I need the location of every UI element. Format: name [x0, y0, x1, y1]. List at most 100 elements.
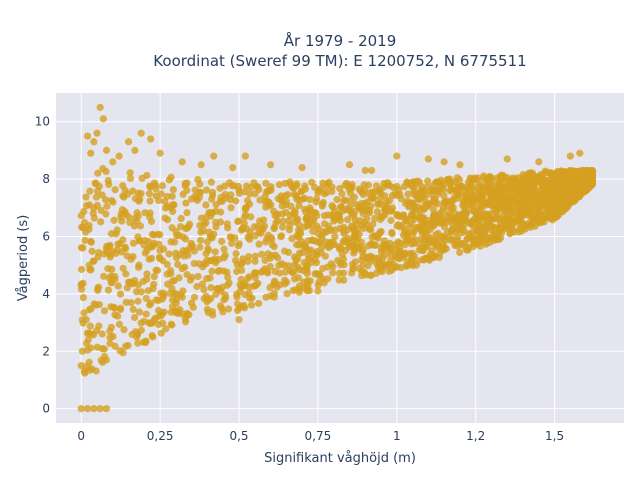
data-point — [575, 188, 583, 196]
data-point — [281, 268, 289, 276]
data-point — [129, 305, 137, 314]
x-tick-label: 1,5 — [545, 429, 564, 443]
data-point — [215, 266, 224, 275]
data-point — [388, 204, 397, 212]
data-point — [409, 262, 417, 270]
data-point — [179, 287, 187, 295]
data-point — [147, 217, 156, 226]
data-point — [131, 146, 139, 154]
data-point — [193, 282, 201, 291]
data-point — [462, 215, 470, 223]
data-point — [480, 213, 488, 221]
data-point — [166, 289, 174, 298]
x-tick-label: 0,25 — [147, 429, 174, 443]
data-point — [93, 201, 101, 210]
data-point — [292, 192, 300, 200]
y-tick-label: 4 — [42, 287, 50, 301]
data-point — [251, 252, 259, 260]
data-point — [291, 209, 299, 217]
data-point — [218, 237, 226, 246]
data-point — [229, 164, 237, 172]
data-point — [559, 169, 568, 178]
data-point — [345, 182, 353, 190]
y-tick-label: 10 — [35, 115, 50, 129]
data-point — [245, 273, 253, 281]
data-point — [555, 186, 563, 194]
data-point — [298, 164, 306, 172]
data-point — [140, 338, 148, 346]
data-point — [165, 250, 173, 258]
data-point — [336, 184, 344, 193]
data-point — [90, 405, 98, 413]
data-point — [227, 191, 235, 199]
data-point — [301, 223, 309, 231]
data-point — [355, 185, 363, 193]
data-point — [584, 180, 592, 188]
data-point — [426, 220, 434, 228]
data-point — [369, 194, 377, 202]
data-point — [82, 193, 90, 201]
data-point — [371, 241, 380, 249]
data-point — [194, 272, 202, 281]
data-point — [216, 218, 225, 226]
data-point — [227, 204, 235, 212]
data-point — [304, 281, 312, 290]
data-point — [465, 190, 473, 198]
data-point — [317, 244, 326, 252]
data-point — [297, 187, 305, 196]
data-point — [275, 181, 284, 189]
data-point — [78, 223, 86, 231]
data-point — [111, 342, 119, 350]
data-point — [335, 276, 343, 284]
data-point — [456, 248, 464, 257]
data-point — [458, 239, 466, 248]
data-point — [212, 256, 220, 265]
data-point — [588, 169, 597, 177]
data-point — [275, 261, 283, 270]
data-point — [285, 217, 293, 225]
data-point — [161, 214, 169, 222]
data-point — [98, 191, 106, 199]
data-point — [308, 221, 316, 229]
data-point — [221, 291, 229, 299]
data-point — [220, 245, 228, 253]
data-point — [167, 320, 175, 328]
data-point — [340, 230, 348, 238]
data-point — [103, 242, 111, 250]
data-point — [104, 286, 113, 294]
data-point — [137, 319, 145, 327]
data-point — [207, 283, 215, 292]
data-point — [173, 290, 181, 298]
data-point — [401, 249, 409, 257]
data-point — [368, 233, 376, 241]
data-point — [384, 261, 392, 269]
data-point — [261, 193, 269, 201]
data-point — [565, 175, 573, 183]
data-point — [373, 208, 381, 216]
data-point — [147, 299, 155, 307]
data-point — [251, 281, 259, 290]
data-point — [393, 152, 401, 160]
data-point — [208, 195, 216, 203]
data-point — [472, 198, 480, 206]
data-point — [134, 212, 142, 220]
data-point — [243, 196, 252, 205]
data-point — [158, 319, 167, 327]
data-point — [143, 275, 151, 283]
data-point — [213, 285, 221, 293]
data-point — [163, 202, 172, 210]
data-point — [424, 232, 432, 241]
data-point — [499, 186, 507, 194]
data-point — [515, 228, 523, 236]
data-point — [182, 199, 190, 207]
data-point — [109, 158, 117, 166]
y-tick-label: 6 — [42, 229, 50, 243]
data-point — [546, 206, 555, 214]
data-point — [119, 349, 127, 357]
data-point — [236, 288, 244, 296]
data-point — [85, 225, 93, 233]
data-point — [137, 326, 145, 334]
data-point — [568, 181, 576, 189]
data-point — [158, 309, 166, 317]
data-point — [172, 309, 180, 317]
